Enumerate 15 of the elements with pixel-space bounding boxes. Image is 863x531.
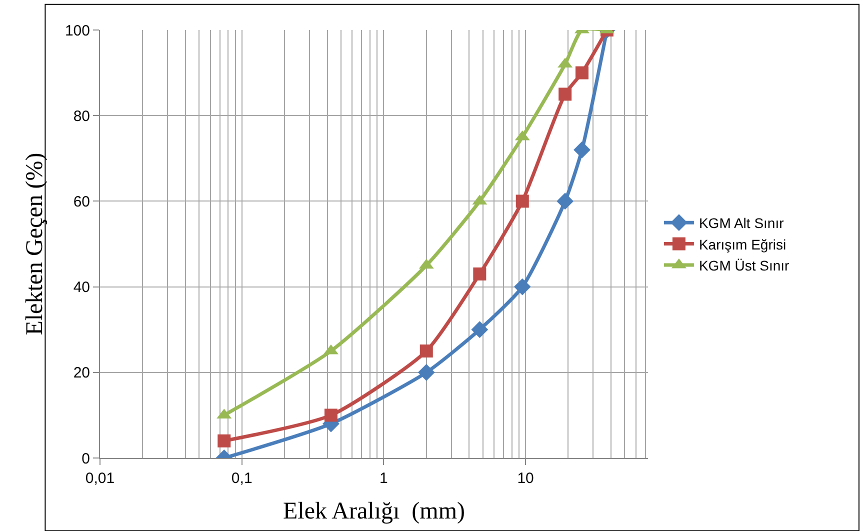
- y-axis-title: Elekten Geçen (%): [22, 152, 48, 336]
- y-tick-label: 60: [73, 193, 90, 210]
- x-tick-label: 0,01: [85, 470, 115, 487]
- legend-label: Karışım Eğrisi: [698, 236, 786, 252]
- legend-label: KGM Üst Sınır: [698, 257, 790, 274]
- y-tick-label: 80: [73, 108, 90, 125]
- x-tick-label: 10: [517, 470, 534, 487]
- x-axis-title: Elek Aralığı (mm): [283, 498, 465, 524]
- y-tick-label: 20: [73, 364, 90, 382]
- y-tick-label: 100: [64, 22, 90, 40]
- legend-label: KGM Alt Sınır: [698, 215, 784, 232]
- y-tick-label: 40: [73, 279, 90, 296]
- x-tick-label: 0,1: [231, 470, 252, 487]
- x-tick-label: 1: [380, 470, 388, 487]
- y-tick-label: 0: [82, 450, 90, 468]
